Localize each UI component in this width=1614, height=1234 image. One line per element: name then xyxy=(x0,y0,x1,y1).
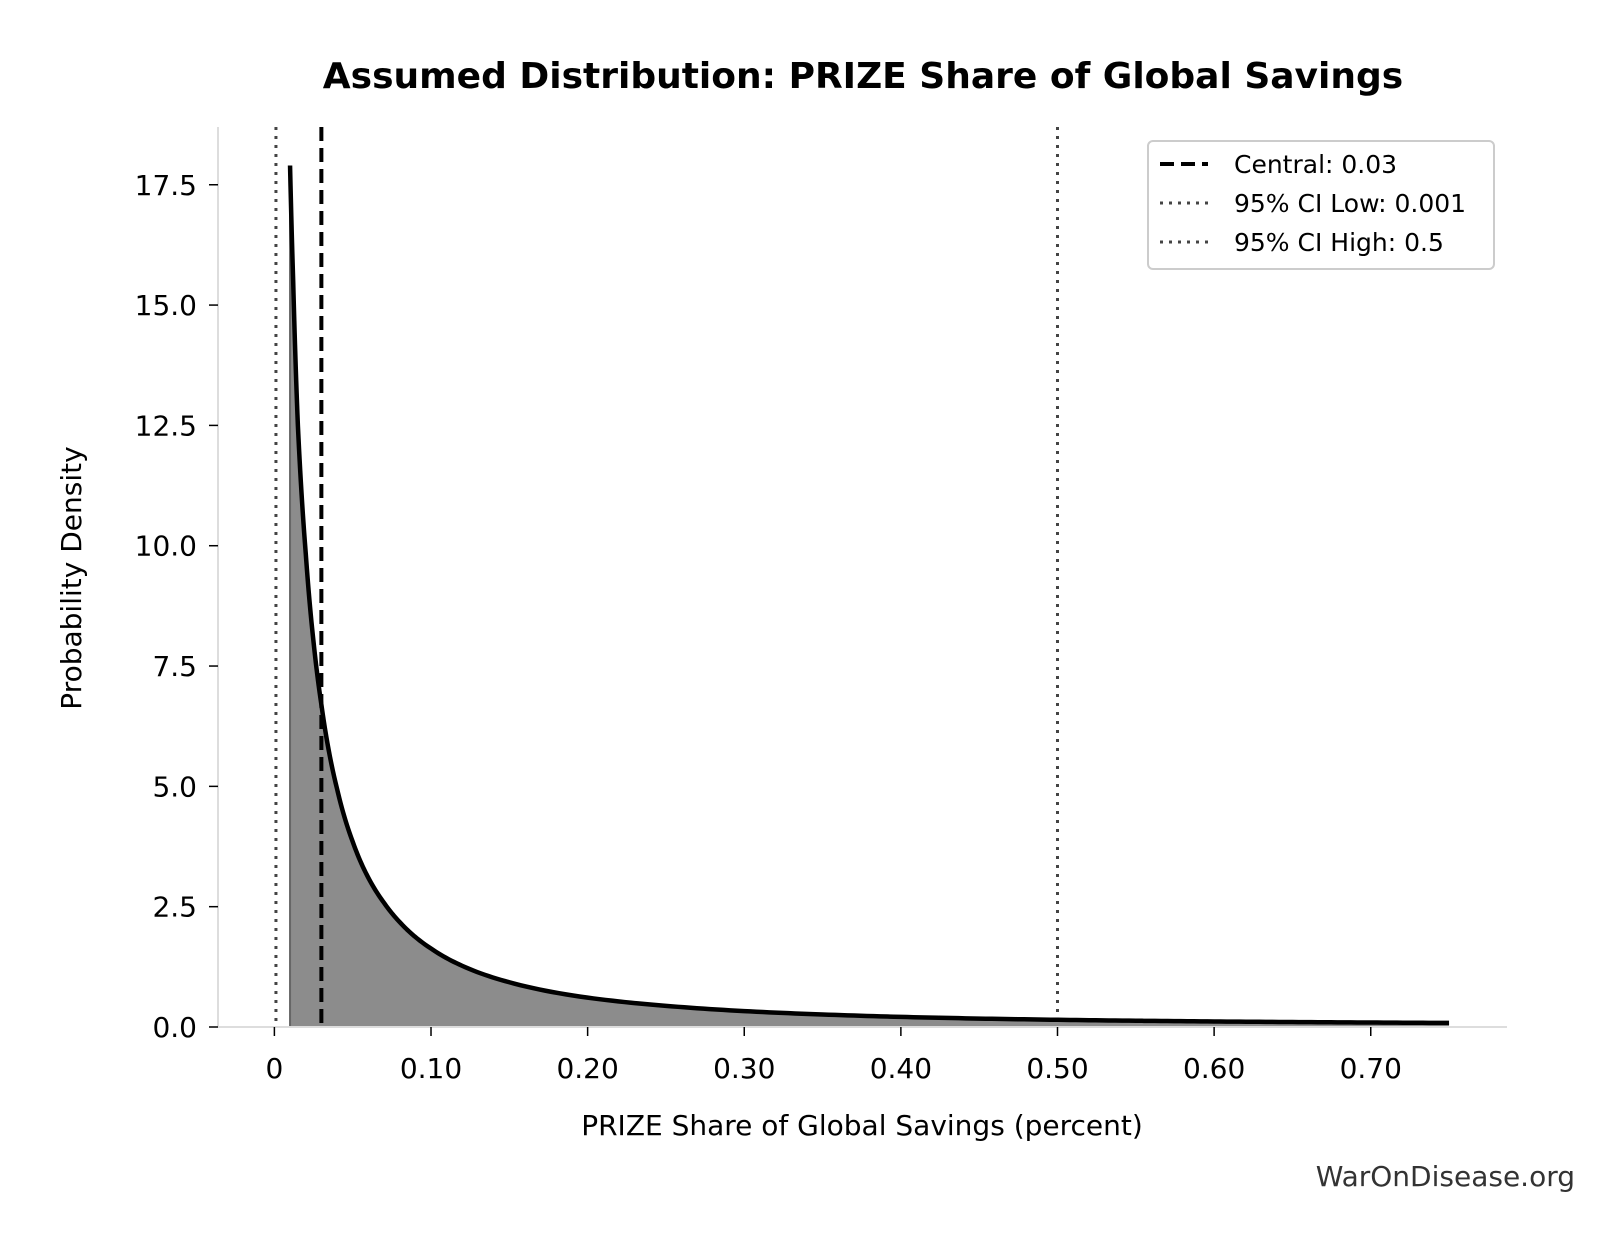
x-tick-label: 0.10 xyxy=(400,1052,462,1085)
chart-title: Assumed Distribution: PRIZE Share of Glo… xyxy=(323,56,1403,97)
density-line xyxy=(287,165,1450,1026)
legend-box xyxy=(1147,140,1495,270)
x-tick-label: 0.50 xyxy=(1026,1052,1088,1085)
x-tick-label: 0 xyxy=(265,1052,283,1085)
legend-label: 95% CI High: 0.5 xyxy=(1234,228,1444,257)
x-tick-label: 0.60 xyxy=(1183,1052,1245,1085)
y-tick-label: 5.0 xyxy=(152,770,197,803)
x-axis-ticks: 0 0.10 0.20 0.30 0.40 0.50 0.60 0.70 xyxy=(265,1027,1402,1085)
y-tick-label: 10.0 xyxy=(135,530,197,563)
density-area xyxy=(290,165,1450,1027)
y-tick-label: 7.5 xyxy=(152,650,197,683)
y-tick-label: 12.5 xyxy=(135,409,197,442)
x-tick-label: 0.20 xyxy=(556,1052,618,1085)
plot-area xyxy=(274,127,1450,1027)
legend: Central: 0.03 95% CI Low: 0.001 95% CI Hig… xyxy=(1147,140,1495,270)
y-tick-label: 2.5 xyxy=(152,891,197,924)
legend-label: Central: 0.03 xyxy=(1234,150,1397,179)
x-tick-label: 0.40 xyxy=(870,1052,932,1085)
y-axis-label: Probability Density xyxy=(55,446,88,709)
y-axis-ticks: 0.0 2.5 5.0 7.5 10.0 12.5 15.0 17.5 xyxy=(135,169,218,1044)
x-tick-label: 0.70 xyxy=(1340,1052,1402,1085)
legend-label: 95% CI Low: 0.001 xyxy=(1234,189,1466,218)
watermark: WarOnDisease.org xyxy=(1316,1160,1575,1193)
x-axis-label: PRIZE Share of Global Savings (percent) xyxy=(581,1109,1143,1142)
x-tick-label: 0.30 xyxy=(713,1052,775,1085)
y-tick-label: 17.5 xyxy=(135,169,197,202)
y-tick-label: 15.0 xyxy=(135,289,197,322)
y-tick-label: 0.0 xyxy=(152,1011,197,1044)
